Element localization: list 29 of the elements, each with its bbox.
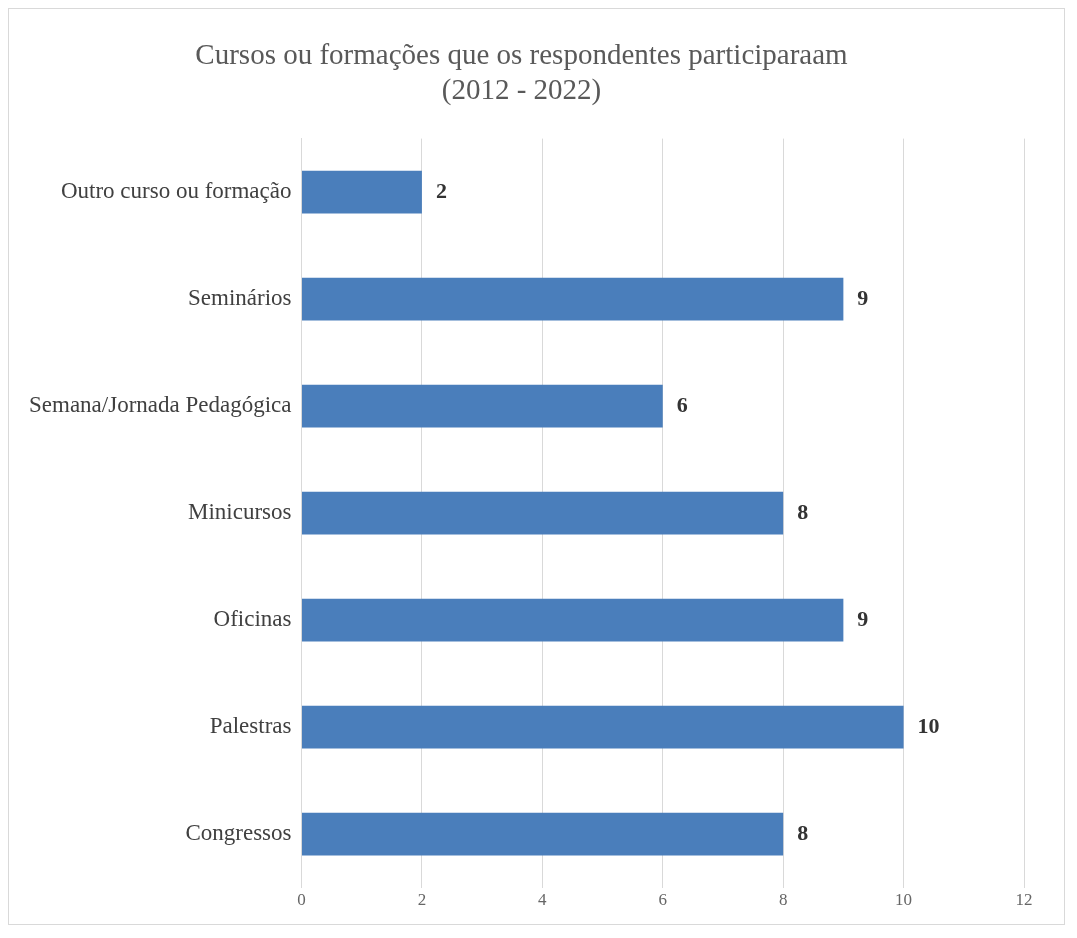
y-tick-label: Seminários xyxy=(187,285,292,311)
y-tick-label: Semana/Jornada Pedagógica xyxy=(28,392,292,418)
data-label: 6 xyxy=(676,391,688,417)
x-tick-label: 6 xyxy=(658,890,667,910)
bar xyxy=(301,598,844,642)
x-tick-label: 8 xyxy=(778,890,788,910)
x-tick-label: 10 xyxy=(895,890,913,910)
chart-title: Cursos ou formações que os respondentes participaraam (2012 - 2022) xyxy=(195,38,849,106)
y-tick-label: Minicursos xyxy=(187,499,292,525)
bar xyxy=(301,277,844,321)
data-label: 8 xyxy=(797,819,809,845)
data-label: 9 xyxy=(857,605,869,631)
y-tick-label: Outro curso ou formação xyxy=(60,178,292,204)
y-tick-label: Congressos xyxy=(185,820,292,846)
data-label: 2 xyxy=(435,177,447,203)
x-tick-label: 0 xyxy=(297,890,306,910)
bar xyxy=(301,384,663,428)
bar xyxy=(301,491,784,535)
x-tick-label: 2 xyxy=(417,890,427,910)
bar xyxy=(301,812,784,856)
y-tick-label: Oficinas xyxy=(213,606,292,632)
x-tick-label: 4 xyxy=(538,890,548,910)
data-label: 8 xyxy=(797,498,809,524)
bar xyxy=(301,705,904,749)
data-label: 10 xyxy=(917,712,940,738)
y-tick-label: Palestras xyxy=(209,713,292,739)
data-label: 9 xyxy=(857,284,869,310)
x-tick-label: 12 xyxy=(1015,890,1033,910)
bar xyxy=(301,170,422,214)
